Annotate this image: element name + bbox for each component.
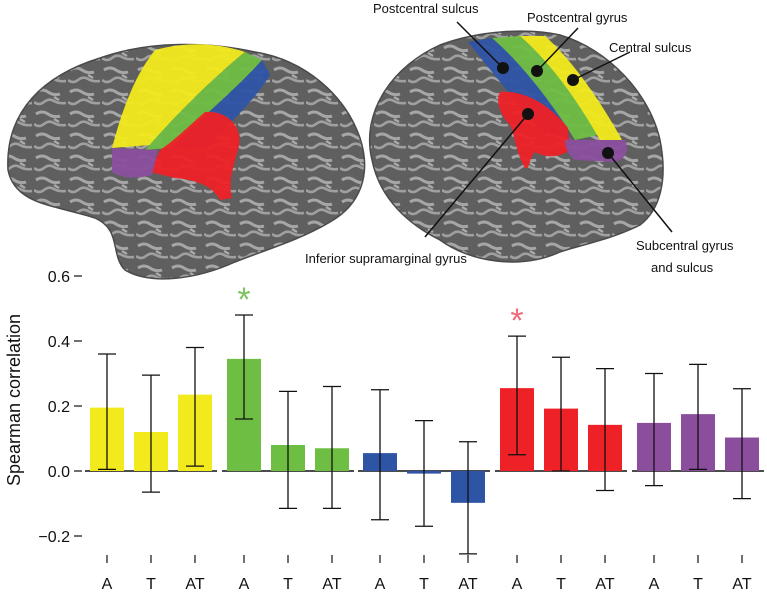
x-tick-label: T (146, 576, 156, 593)
dot-postcentral-sulcus (497, 62, 509, 74)
bar-group-blue (358, 389, 490, 555)
label-postcentral-gyrus: Postcentral gyrus (527, 10, 628, 25)
label-subcentral-line2: and sulcus (651, 260, 714, 275)
x-tick-label: AT (322, 576, 341, 593)
dot-central-sulcus (567, 74, 579, 86)
x-tick-label: T (283, 576, 293, 593)
bars: ** (85, 281, 764, 555)
leader-subcentral (607, 152, 673, 233)
bar-group-purple (632, 363, 764, 500)
x-tick-label: A (239, 576, 250, 593)
bar-group-yellow (85, 346, 217, 493)
x-tick-label: A (375, 576, 386, 593)
x-tick-label: AT (732, 576, 751, 593)
leader-central-sulcus (572, 51, 631, 81)
y-tick-label: −0.2 (38, 529, 70, 546)
right-region-red (498, 91, 570, 169)
leader-postcentral-gyrus (536, 27, 579, 72)
right-hemisphere (368, 30, 664, 263)
brain-annotations: Postcentral sulcus Postcentral gyrus Cen… (305, 1, 734, 275)
left-region-yellow (112, 44, 245, 148)
y-axis-label: Spearman correlation (4, 314, 24, 486)
label-central-sulcus: Central sulcus (609, 40, 692, 55)
x-tick-label: A (102, 576, 113, 593)
x-tick-label: AT (458, 576, 477, 593)
right-region-purple (565, 140, 627, 162)
x-tick-label: A (512, 576, 523, 593)
dot-inferior-supramarginal (522, 108, 534, 120)
left-region-purple (112, 148, 158, 178)
y-tick-label: 0.2 (48, 399, 70, 416)
leader-inferior-supramarginal (424, 113, 529, 238)
label-postcentral-sulcus: Postcentral sulcus (373, 1, 479, 16)
label-subcentral-line1: Subcentral gyrus (636, 238, 734, 253)
y-tick-label: 0.4 (48, 334, 70, 351)
x-tick-label: A (649, 576, 660, 593)
significance-star: * (510, 302, 523, 340)
x-tick-label: T (556, 576, 566, 593)
x-axis-labels: A T AT A T AT A T AT A T AT A T AT (102, 555, 752, 593)
bar-chart: Spearman correlation 0.60.40.20.0−0.2 **… (4, 269, 764, 593)
right-region-green (492, 36, 598, 140)
left-region-red (150, 111, 240, 200)
significance-star: * (237, 281, 250, 319)
leader-postcentral-sulcus (456, 21, 504, 69)
dot-postcentral-gyrus (531, 65, 543, 77)
bar-group-red: * (495, 302, 627, 492)
dot-subcentral (602, 147, 614, 159)
y-tick-label: 0.6 (48, 269, 70, 286)
x-tick-label: T (693, 576, 703, 593)
right-region-yellow (520, 36, 622, 140)
bar-group-green: * (222, 281, 354, 510)
x-tick-label: T (419, 576, 429, 593)
left-hemisphere (7, 43, 366, 280)
y-axis: 0.6 0.4 0.2 0.0 −0.2 (38, 269, 82, 546)
label-inferior-supramarginal-gyrus: Inferior supramarginal gyrus (305, 251, 467, 266)
x-tick-label: AT (185, 576, 204, 593)
x-tick-label: AT (595, 576, 614, 593)
left-region-green (145, 52, 262, 150)
y-tick-label: 0.0 (48, 464, 70, 481)
